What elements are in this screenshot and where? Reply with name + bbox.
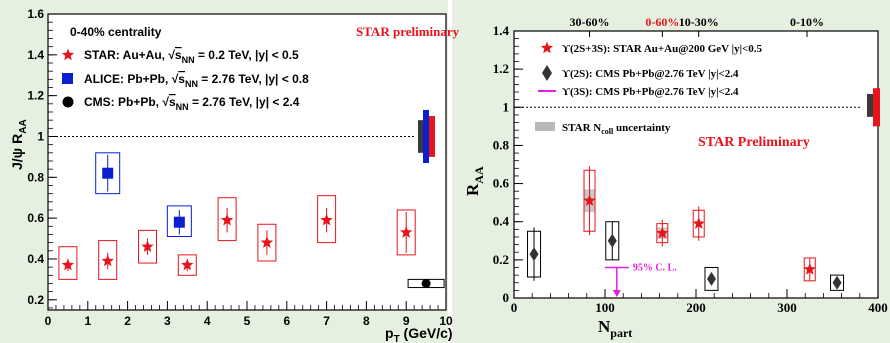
legend-ncoll-box	[535, 122, 555, 131]
right-upper-limit-arrow	[612, 290, 621, 297]
right-cl-annotation: 95% C. L.	[633, 262, 677, 273]
right-x-tick-label: 400	[868, 300, 888, 315]
legend-entry-label: ϒ(3S): CMS Pb+Pb@2.76 TeV |y|<2.4	[562, 86, 739, 98]
left-x-tick-label: 1	[84, 314, 91, 328]
right-top-centrality-label: 0-60%	[645, 15, 679, 29]
left-y-tick-label: 1.4	[27, 48, 44, 62]
right-x-axis-label: Npart	[598, 317, 632, 340]
left-data-point-circle	[421, 278, 431, 288]
left-plot-frame	[47, 13, 447, 311]
left-y-tick-label: 1.2	[27, 89, 44, 103]
right-global-uncertainty-bar	[867, 93, 873, 117]
right-x-tick-label: 100	[595, 300, 615, 315]
left-data-point-star	[61, 258, 75, 271]
left-sys-box-star	[138, 229, 157, 264]
left-data-point-star	[320, 213, 333, 226]
left-data-point-star	[220, 213, 234, 226]
legend-entry-label: CMS: Pb+Pb, √sNN = 2.76 TeV, |y| < 2.4	[84, 95, 300, 112]
left-data-point-star	[260, 236, 274, 248]
right-top-centrality-label: 10-30%	[679, 15, 719, 29]
right-y-tick-label: 0	[503, 290, 510, 305]
left-x-tick-label: 0	[45, 314, 52, 328]
left-x-tick-label: 10	[439, 314, 453, 328]
left-y-tick-label: 0.4	[27, 252, 44, 266]
left-x-tick-label: 8	[363, 314, 370, 328]
left-sys-box-alice	[166, 205, 192, 238]
right-plot-frame	[513, 30, 879, 299]
left-data-point-star	[101, 254, 114, 267]
legend-entry-label: ϒ(2S+3S): STAR Au+Au@200 GeV |y|<0.5	[562, 43, 763, 55]
left-sys-box-alice	[95, 152, 121, 195]
left-sys-box-star	[396, 209, 416, 256]
right-data-point-diamond	[529, 247, 539, 262]
right-data-point-star	[583, 194, 596, 206]
left-sys-box-star	[58, 246, 78, 280]
right-sys-box-cms	[830, 274, 845, 291]
left-data-point-square	[173, 216, 185, 228]
left-data-point-star	[400, 225, 413, 238]
right-x-tick-label: 200	[686, 300, 706, 315]
legend-entry-label: ϒ(2S): CMS Pb+Pb@2.76 TeV |y|<2.4	[562, 68, 739, 80]
right-data-point-diamond	[706, 271, 716, 286]
left-data-point-star	[181, 258, 194, 271]
left-sys-box-star	[317, 195, 337, 244]
left-global-uncertainty-bar	[429, 116, 435, 157]
right-y-axis-label: RAA	[463, 166, 486, 196]
right-y-tick-label: 0.2	[493, 252, 509, 267]
legend-marker-diamond	[542, 65, 552, 81]
left-y-tick-label: 0.2	[27, 293, 44, 307]
right-data-point-star	[803, 262, 816, 275]
left-data-point-square	[102, 167, 114, 179]
left-x-tick-label: 6	[283, 314, 290, 328]
right-y-tick-label: 0.6	[493, 176, 510, 191]
left-y-axis-label: J/ψ RAA	[9, 119, 29, 170]
left-y-tick-label: 0.6	[27, 211, 44, 225]
legend-marker-star	[61, 48, 75, 61]
right-y-tick-label: 1.2	[493, 61, 509, 76]
left-sys-box-star	[257, 223, 277, 262]
left-x-tick-label: 9	[403, 314, 410, 328]
right-preliminary-annotation: STAR Preliminary	[698, 135, 810, 150]
left-x-tick-label: 5	[244, 314, 251, 328]
right-global-uncertainty-bar	[873, 88, 880, 127]
right-x-tick-label: 300	[777, 300, 797, 315]
left-y-tick-label: 1	[37, 129, 44, 143]
left-sys-box-star	[98, 240, 118, 280]
legend-marker-star	[540, 41, 554, 54]
right-y-tick-label: 1.4	[493, 23, 510, 38]
left-global-uncertainty-bar	[418, 120, 426, 153]
left-data-point-star	[141, 240, 154, 252]
left-sys-box-star	[177, 254, 197, 276]
right-top-centrality-label: 30-60%	[570, 15, 610, 29]
legend-entry-label: STAR: Au+Au, √sNN = 0.2 TeV, |y| < 0.5	[84, 48, 299, 65]
right-data-point-diamond	[607, 233, 617, 248]
right-data-point-star	[692, 217, 705, 229]
right-sys-box-cms	[704, 266, 719, 291]
left-y-tick-label: 0.8	[27, 170, 44, 184]
left-y-tick-label: 1.6	[27, 7, 44, 21]
left-x-axis-label: pT (GeV/c)	[385, 325, 453, 343]
right-data-point-star	[656, 226, 669, 239]
legend-ncoll-label: STAR Ncoll uncertainty	[562, 122, 671, 136]
legend-marker-circle	[62, 96, 74, 108]
left-preliminary-annotation: STAR preliminary	[356, 24, 460, 39]
right-y-tick-label: 1	[503, 99, 510, 114]
right-y-tick-label: 0.8	[493, 137, 510, 152]
left-x-tick-label: 2	[124, 314, 131, 328]
left-x-tick-label: 4	[204, 314, 211, 328]
right-top-centrality-label: 0-10%	[790, 15, 824, 29]
left-x-tick-label: 7	[323, 314, 330, 328]
legend-marker-square	[62, 73, 73, 84]
left-global-uncertainty-bar	[423, 109, 429, 164]
right-x-tick-label: 0	[511, 300, 518, 315]
left-x-tick-label: 3	[164, 314, 171, 328]
legend-entry-label: ALICE: Pb+Pb, √sNN = 2.76 TeV, |y| < 0.8	[84, 72, 309, 89]
right-data-point-diamond	[832, 275, 842, 290]
right-y-tick-label: 0.4	[493, 214, 510, 229]
left-sys-box-star	[217, 197, 237, 242]
left-centrality-annotation: 0-40% centrality	[70, 25, 162, 39]
